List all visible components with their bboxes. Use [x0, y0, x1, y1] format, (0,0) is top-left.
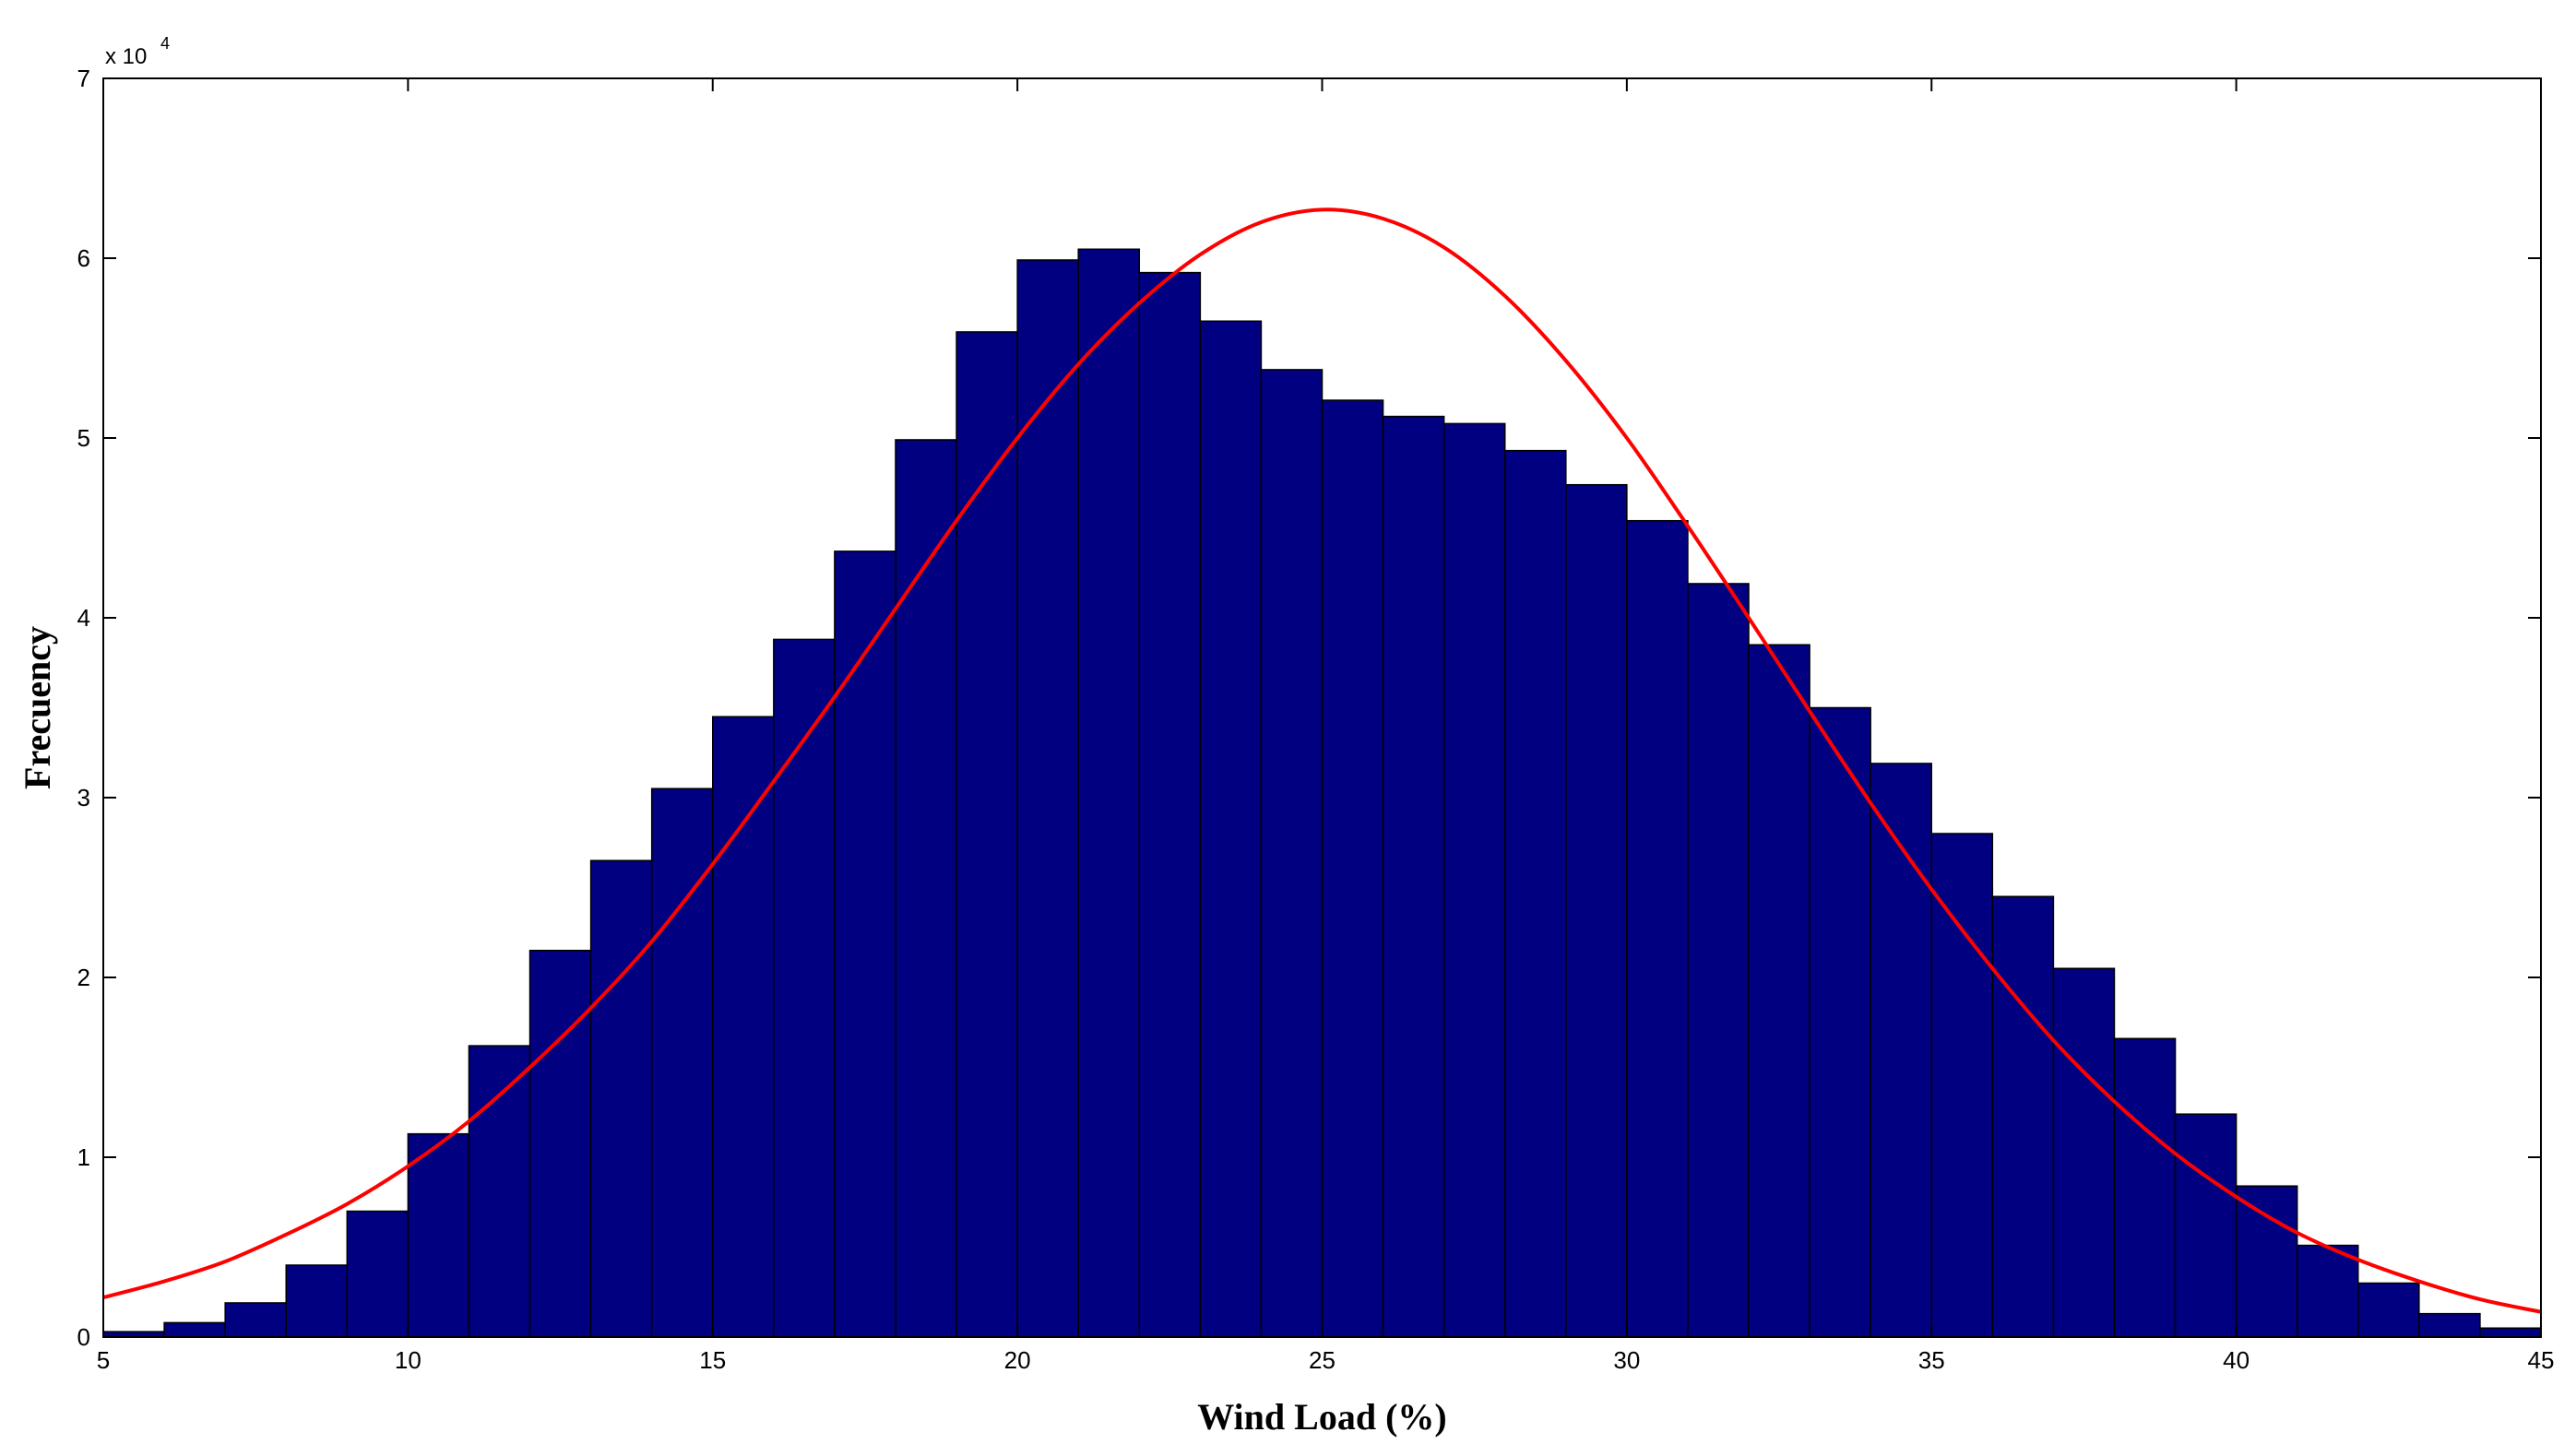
histogram-bar [1442, 422, 1506, 1338]
y-axis-ticks: 0 1 2 3 4 5 6 7 [77, 65, 2541, 1351]
histogram-bar [163, 1321, 226, 1338]
histogram-bar [773, 638, 836, 1338]
x-tick-label: 10 [395, 1346, 421, 1374]
x-tick-label: 45 [2528, 1346, 2555, 1374]
y-tick-label: 4 [77, 604, 90, 632]
histogram-bar [468, 1045, 531, 1338]
x-tick-label: 30 [1613, 1346, 1640, 1374]
histogram-bar [2235, 1185, 2298, 1338]
histogram-bar [1748, 644, 1810, 1338]
histogram-bar [1809, 706, 1871, 1338]
histogram-bar [1626, 519, 1689, 1338]
y-exponent-label: x 10 [105, 44, 147, 69]
y-tick-label: 2 [77, 964, 90, 991]
histogram-bar [1199, 320, 1263, 1338]
histogram-bar [1930, 833, 1994, 1338]
y-tick-label: 5 [77, 424, 90, 452]
x-tick-label: 5 [97, 1346, 110, 1374]
histogram-bar [1138, 271, 1202, 1338]
fit-curve-line [102, 207, 2542, 1314]
histogram-bar [1991, 895, 2055, 1338]
x-tick-label: 20 [1004, 1346, 1031, 1374]
y-axis-title: Frecuency [17, 626, 58, 789]
y-tick-label: 3 [77, 784, 90, 811]
histogram-bar [650, 787, 714, 1338]
x-axis-title: Wind Load (%) [1197, 1396, 1446, 1438]
histogram-bar [224, 1302, 287, 1338]
histogram-bar [2296, 1244, 2359, 1338]
histogram-bar [895, 439, 957, 1338]
x-tick-label: 15 [699, 1346, 726, 1374]
y-exponent-power: 4 [160, 34, 170, 53]
histogram-bar [2052, 967, 2116, 1338]
y-tick-label: 6 [77, 244, 90, 272]
histogram-bar [2113, 1037, 2177, 1338]
x-tick-label: 25 [1309, 1346, 1335, 1374]
histogram-bar [1016, 259, 1079, 1338]
histogram-bar [285, 1264, 349, 1338]
y-tick-label: 1 [77, 1143, 90, 1171]
histogram-bar [1503, 449, 1567, 1338]
histogram-bar [1321, 399, 1384, 1338]
histogram-bar [589, 859, 653, 1338]
histogram-bar [2418, 1312, 2481, 1338]
histogram-bar [528, 950, 592, 1338]
histogram-bar [834, 550, 896, 1338]
histogram-bar [1382, 415, 1445, 1338]
histogram-bar [2479, 1327, 2542, 1338]
histogram-bar [1565, 483, 1628, 1338]
x-tick-label: 40 [2223, 1346, 2250, 1374]
histogram-bar [1687, 583, 1750, 1338]
x-tick-label: 35 [1918, 1346, 1945, 1374]
histogram-bar [407, 1132, 470, 1338]
histogram-bars [102, 248, 2542, 1338]
histogram-bar [712, 716, 775, 1338]
x-axis-ticks: 5 10 15 20 25 30 35 40 45 [97, 78, 2555, 1374]
histogram-bar [346, 1210, 410, 1338]
histogram-bar [956, 331, 1018, 1338]
y-tick-label: 0 [77, 1323, 90, 1351]
histogram-bar [1260, 369, 1324, 1338]
histogram-bar [1077, 248, 1141, 1338]
histogram-bar [2357, 1282, 2420, 1338]
y-tick-label: 7 [77, 65, 90, 92]
histogram-bar [2174, 1113, 2238, 1338]
